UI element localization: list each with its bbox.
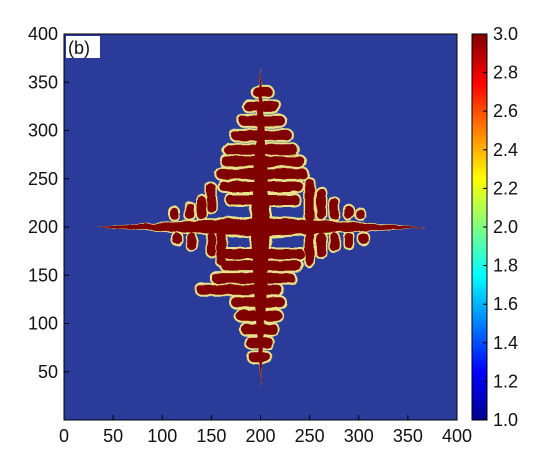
side-arm bbox=[206, 183, 216, 213]
secondary-arm bbox=[196, 284, 283, 295]
side-arm bbox=[329, 198, 339, 220]
side-arm bbox=[185, 202, 195, 220]
secondary-arm bbox=[216, 249, 305, 260]
x-tick-label: 200 bbox=[245, 426, 275, 446]
colorbar-tick-label: 2.4 bbox=[493, 140, 518, 160]
secondary-arm bbox=[231, 297, 286, 308]
colorbar-tick-label: 1.8 bbox=[493, 256, 518, 276]
colorbar-tick-label: 1.6 bbox=[493, 294, 518, 314]
secondary-arm bbox=[216, 168, 308, 179]
side-arm bbox=[305, 178, 315, 223]
dendrite-crystal bbox=[95, 67, 426, 387]
trunk-right bbox=[260, 217, 426, 237]
secondary-arm bbox=[245, 337, 274, 348]
side-arm bbox=[216, 231, 226, 266]
secondary-arm bbox=[224, 144, 298, 155]
y-tick-label: 50 bbox=[38, 362, 58, 382]
x-tick-label: 0 bbox=[59, 426, 69, 446]
side-arm bbox=[356, 209, 366, 220]
side-arm bbox=[206, 232, 216, 256]
side-arm bbox=[169, 207, 179, 220]
panel-label: (b) bbox=[68, 38, 90, 58]
x-tick-label: 250 bbox=[295, 426, 325, 446]
y-tick-label: 400 bbox=[28, 24, 58, 44]
side-arm bbox=[316, 188, 326, 220]
panel-label-box bbox=[66, 36, 100, 58]
x-tick-label: 50 bbox=[103, 426, 123, 446]
secondary-arm bbox=[226, 194, 300, 205]
colorbar-ticks: 3.0 2.8 2.6 2.4 2.2 2.0 1.8 1.6 1.4 1.2 1.0 bbox=[483, 24, 518, 430]
y-tick-label: 350 bbox=[28, 72, 58, 92]
secondary-arm bbox=[248, 352, 271, 363]
secondary-arm bbox=[243, 101, 281, 112]
secondary-arm bbox=[211, 273, 295, 284]
side-arm bbox=[344, 205, 354, 220]
secondary-arm bbox=[221, 260, 302, 271]
dendrite-core bbox=[95, 67, 426, 387]
x-tick-label: 400 bbox=[442, 426, 472, 446]
colorbar-tick-label: 2.2 bbox=[493, 178, 518, 198]
secondary-arm bbox=[235, 310, 283, 321]
side-arm bbox=[329, 232, 339, 252]
side-arm bbox=[359, 232, 369, 245]
secondary-arm bbox=[219, 181, 303, 192]
y-tick-label: 250 bbox=[28, 169, 58, 189]
secondary-arm bbox=[238, 115, 286, 126]
secondary-arm bbox=[252, 86, 273, 97]
trunk-left bbox=[95, 217, 261, 237]
y-tick-label: 200 bbox=[28, 217, 58, 237]
colorbar-tick-label: 2.6 bbox=[493, 101, 518, 121]
colorbar-tick-label: 1.4 bbox=[493, 333, 518, 353]
x-tick-label: 150 bbox=[196, 426, 226, 446]
side-arm bbox=[172, 232, 182, 245]
secondary-arm bbox=[240, 324, 279, 335]
y-tick-label: 150 bbox=[28, 265, 58, 285]
y-axis: 50 100 150 200 250 300 350 400 bbox=[28, 24, 69, 382]
colorbar-tick-label: 3.0 bbox=[493, 24, 518, 44]
side-arm bbox=[316, 232, 326, 258]
secondary-arm bbox=[221, 156, 305, 167]
colorbar-tick-label: 1.2 bbox=[493, 371, 518, 391]
side-arm bbox=[305, 231, 315, 266]
colorbar-tick-label: 2.8 bbox=[493, 63, 518, 83]
x-tick-label: 350 bbox=[393, 426, 423, 446]
colorbar-tick-label: 1.0 bbox=[493, 410, 518, 430]
y-tick-label: 100 bbox=[28, 314, 58, 334]
x-axis: 0 50 100 150 200 250 300 350 400 bbox=[59, 415, 472, 446]
side-arm bbox=[197, 196, 207, 220]
colorbar-tick-label: 2.0 bbox=[493, 217, 518, 237]
y-tick-label: 300 bbox=[28, 121, 58, 141]
secondary-arm bbox=[231, 130, 292, 141]
x-tick-label: 100 bbox=[147, 426, 177, 446]
side-arm bbox=[187, 232, 197, 251]
x-tick-label: 300 bbox=[344, 426, 374, 446]
side-arm bbox=[344, 232, 354, 249]
